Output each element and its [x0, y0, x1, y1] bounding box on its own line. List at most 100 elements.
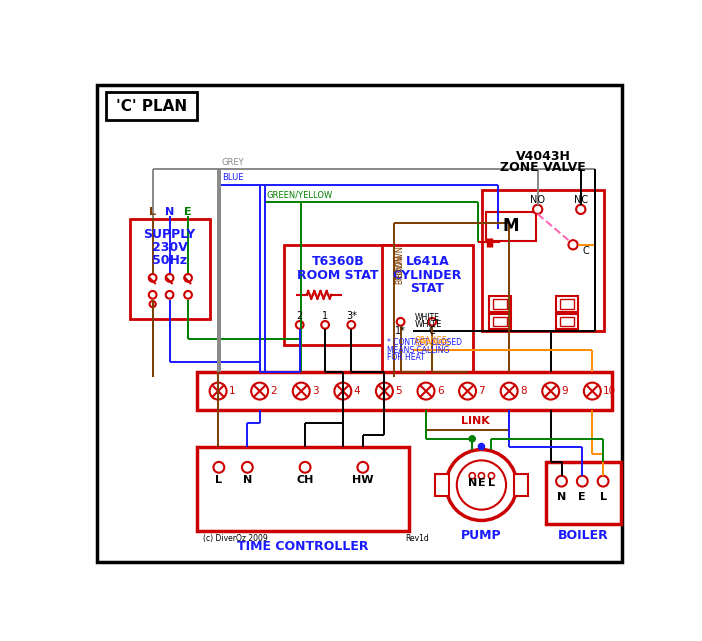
Circle shape: [478, 472, 484, 479]
Text: 2: 2: [270, 386, 277, 396]
Bar: [197, 447, 409, 531]
Text: BROWN: BROWN: [395, 246, 404, 278]
Circle shape: [489, 472, 494, 479]
Circle shape: [569, 240, 578, 249]
Text: 'C' PLAN: 'C' PLAN: [117, 99, 187, 113]
Bar: [546, 462, 621, 524]
Bar: [514, 474, 528, 495]
Text: L: L: [600, 492, 607, 503]
Circle shape: [418, 383, 435, 399]
Text: 3*: 3*: [346, 312, 357, 321]
Bar: [382, 245, 473, 374]
Circle shape: [166, 274, 173, 282]
Circle shape: [469, 436, 475, 442]
Text: 1: 1: [229, 386, 235, 396]
Bar: [493, 317, 507, 326]
Text: C: C: [429, 326, 435, 336]
Circle shape: [251, 383, 268, 399]
Circle shape: [184, 291, 192, 299]
Text: WHITE: WHITE: [414, 320, 442, 329]
Text: T6360B: T6360B: [312, 255, 364, 268]
Text: Rev1d: Rev1d: [405, 535, 429, 544]
Circle shape: [357, 462, 369, 472]
Circle shape: [533, 204, 542, 214]
Circle shape: [322, 321, 329, 329]
Text: BLUE: BLUE: [222, 174, 244, 183]
Circle shape: [542, 383, 559, 399]
Circle shape: [166, 291, 173, 299]
Text: ZONE VALVE: ZONE VALVE: [500, 162, 586, 174]
Text: E: E: [477, 478, 485, 488]
Text: HW: HW: [352, 476, 373, 485]
Circle shape: [213, 462, 224, 472]
Text: 7: 7: [478, 386, 485, 396]
Text: L641A: L641A: [406, 255, 449, 268]
Circle shape: [242, 462, 253, 472]
Text: PUMP: PUMP: [461, 529, 502, 542]
Circle shape: [300, 462, 310, 472]
Circle shape: [478, 444, 484, 449]
Text: E: E: [184, 206, 192, 217]
Circle shape: [577, 476, 588, 487]
Text: E: E: [578, 492, 586, 503]
Circle shape: [446, 449, 517, 520]
Circle shape: [397, 318, 404, 326]
Text: ROOM STAT: ROOM STAT: [298, 269, 379, 282]
Circle shape: [457, 460, 506, 510]
Text: 5: 5: [395, 386, 402, 396]
Circle shape: [376, 383, 393, 399]
Text: CH: CH: [296, 476, 314, 485]
Text: 230V: 230V: [152, 242, 187, 254]
Text: STAT: STAT: [411, 282, 444, 295]
Text: * CONTACT CLOSED: * CONTACT CLOSED: [387, 338, 462, 347]
Bar: [560, 299, 574, 309]
Circle shape: [149, 291, 157, 299]
Bar: [197, 372, 611, 410]
Text: WHITE: WHITE: [415, 313, 440, 322]
Circle shape: [334, 383, 351, 399]
Text: TIME CONTROLLER: TIME CONTROLLER: [237, 540, 369, 553]
Circle shape: [428, 318, 436, 326]
Circle shape: [347, 321, 355, 329]
Text: 4: 4: [354, 386, 360, 396]
Text: BOILER: BOILER: [557, 529, 609, 542]
Text: C: C: [582, 246, 589, 256]
Bar: [130, 219, 211, 319]
Text: 9: 9: [562, 386, 568, 396]
Bar: [560, 317, 574, 326]
Text: 10: 10: [603, 386, 616, 396]
Circle shape: [576, 204, 585, 214]
Text: GREY: GREY: [222, 158, 244, 167]
Bar: [556, 314, 578, 329]
Text: BROWN: BROWN: [395, 254, 404, 284]
Text: N: N: [557, 492, 566, 503]
Text: MEANS CALLING: MEANS CALLING: [387, 345, 449, 354]
Circle shape: [469, 472, 475, 479]
Text: N: N: [165, 206, 174, 217]
Text: GREEN/YELLOW: GREEN/YELLOW: [267, 190, 333, 199]
Text: N: N: [468, 478, 477, 488]
Circle shape: [210, 383, 227, 399]
Text: ORANGE: ORANGE: [414, 336, 447, 345]
Text: 1: 1: [322, 312, 329, 321]
Circle shape: [597, 476, 609, 487]
Text: FOR HEAT: FOR HEAT: [387, 353, 425, 362]
Text: 3: 3: [312, 386, 319, 396]
Text: V4043H: V4043H: [515, 150, 571, 163]
Circle shape: [556, 476, 567, 487]
Bar: [493, 299, 507, 309]
Bar: [486, 212, 536, 241]
Text: SUPPLY: SUPPLY: [143, 228, 196, 241]
Bar: [435, 474, 449, 495]
Circle shape: [296, 321, 303, 329]
Circle shape: [501, 383, 517, 399]
Text: LINK: LINK: [461, 417, 490, 426]
Text: 2: 2: [296, 312, 303, 321]
Circle shape: [184, 274, 192, 282]
Bar: [556, 296, 578, 312]
Text: L: L: [216, 476, 223, 485]
Bar: [284, 245, 393, 345]
Circle shape: [149, 274, 157, 282]
Text: 6: 6: [437, 386, 444, 396]
Text: CYLINDER: CYLINDER: [393, 269, 462, 282]
